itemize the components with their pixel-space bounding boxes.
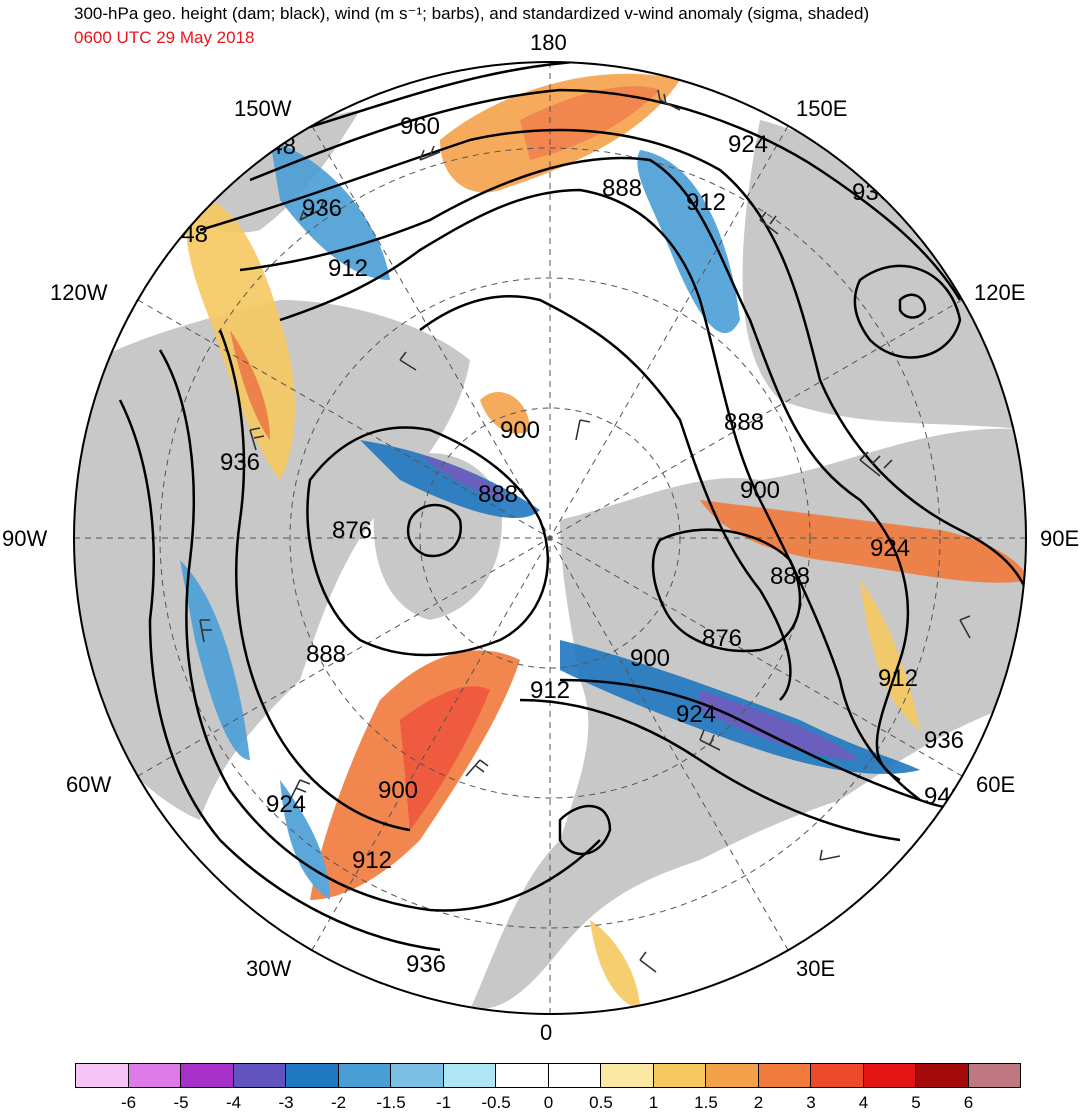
colorbar-tick-label: -2	[330, 1093, 347, 1112]
lon-label-180: 180	[530, 30, 567, 55]
contour-label: 900	[740, 477, 780, 504]
anomaly-shading	[180, 73, 1026, 1010]
colorbar-tick-label: 4	[858, 1093, 869, 1112]
lon-label-120w: 120W	[50, 280, 108, 305]
contour-label: 888	[478, 481, 518, 508]
contour-label: 936	[220, 449, 260, 476]
colorbar-box	[862, 1063, 916, 1088]
contour-labels: 960 948 936 948 912 924 888 912 936 936 …	[168, 113, 964, 978]
contour-label: 948	[256, 133, 296, 160]
contour-label: 924	[728, 131, 768, 158]
polar-map: 960 948 936 948 912 924 888 912 936 936 …	[73, 61, 1027, 1015]
colorbar-tick-label: 1.5	[694, 1093, 718, 1112]
contour-label: 960	[400, 113, 440, 140]
contour-label: 912	[686, 189, 726, 216]
colorbar-tick-label: 6	[963, 1093, 974, 1112]
colorbar-tick-label: -1	[435, 1093, 452, 1112]
colorbar-tick-label: 5	[911, 1093, 921, 1112]
contour-label: 936	[406, 951, 446, 978]
contour-label: 912	[352, 847, 392, 874]
contour-label: 888	[602, 175, 642, 202]
colorbar-tick-label: 1	[648, 1093, 659, 1112]
colorbar-box	[232, 1063, 286, 1088]
colorbar-box	[75, 1063, 129, 1088]
contour-label: 888	[306, 641, 346, 668]
colorbar	[75, 1063, 1021, 1088]
contour-label: 936	[924, 727, 964, 754]
contour-label: 924	[676, 701, 716, 728]
colorbar-box	[915, 1063, 969, 1088]
colorbar-box	[757, 1063, 811, 1088]
graticule	[74, 62, 1026, 1014]
colorbar-box	[652, 1063, 706, 1088]
colorbar-box	[180, 1063, 234, 1088]
colorbar-tick-label: -4	[225, 1093, 242, 1112]
wind-barbs	[199, 89, 971, 973]
lon-label-150w: 150W	[234, 96, 292, 121]
lon-label-150e: 150E	[796, 96, 848, 121]
colorbar-box	[547, 1063, 601, 1088]
colorbar-tick-label: -0.5	[481, 1093, 511, 1112]
lon-label-60e: 60E	[976, 772, 1016, 797]
colorbar-tick-label: -5	[173, 1093, 189, 1112]
contour-label: 888	[770, 563, 810, 590]
lon-label-0: 0	[540, 1020, 553, 1045]
contour-label: 924	[266, 791, 306, 818]
colorbar-box	[967, 1063, 1021, 1088]
lon-label-120e: 120E	[974, 280, 1026, 305]
contour-label: 876	[332, 517, 372, 544]
contour-label: 876	[702, 625, 742, 652]
colorbar-tick-label: 3	[806, 1093, 816, 1112]
colorbar-tick-label: 0	[543, 1093, 554, 1112]
colorbar-tick-label: -3	[278, 1093, 294, 1112]
colorbar-tick-label: -1.5	[376, 1093, 406, 1112]
lon-label-90e: 90E	[1040, 526, 1080, 551]
contour-label: 912	[530, 677, 570, 704]
colorbar-box	[810, 1063, 864, 1088]
lon-label-30w: 30W	[246, 956, 292, 981]
colorbar-box	[127, 1063, 181, 1088]
valid-time: 0600 UTC 29 May 2018	[74, 28, 255, 47]
lon-label-90w: 90W	[2, 526, 48, 551]
colorbar-ticks: -6 -5 -4 -3 -2 -1.5 -1 -0.5 0 0.5 1 1.5 2 3 4 5 6	[76, 1093, 1021, 1113]
map-title: 300-hPa geo. height (dam; black), wind (…	[74, 4, 870, 23]
colorbar-box	[337, 1063, 391, 1088]
lon-label-60w: 60W	[66, 772, 112, 797]
colorbar-box	[600, 1063, 654, 1088]
contour-label: 900	[500, 417, 540, 444]
colorbar-tick-label: 0.5	[589, 1093, 613, 1112]
contour-label: 912	[878, 665, 918, 692]
height-contours	[118, 62, 1026, 952]
colorbar-box	[495, 1063, 549, 1088]
colorbar-box	[705, 1063, 759, 1088]
contour-label: 900	[630, 645, 670, 672]
colorbar-box	[390, 1063, 444, 1088]
contour-label: 912	[328, 255, 368, 282]
contour-label: 936	[302, 195, 342, 222]
colorbar-tick-label: 2	[753, 1093, 764, 1112]
contour-label: 924	[870, 535, 910, 562]
map-boundary	[73, 61, 1027, 1015]
contour-label: 888	[724, 409, 764, 436]
lon-label-30e: 30E	[796, 956, 836, 981]
colorbar-tick-label: -6	[120, 1093, 137, 1112]
colorbar-box	[285, 1063, 339, 1088]
contour-label: 900	[378, 777, 418, 804]
contour-label: 948	[168, 221, 208, 248]
colorbar-box	[442, 1063, 496, 1088]
